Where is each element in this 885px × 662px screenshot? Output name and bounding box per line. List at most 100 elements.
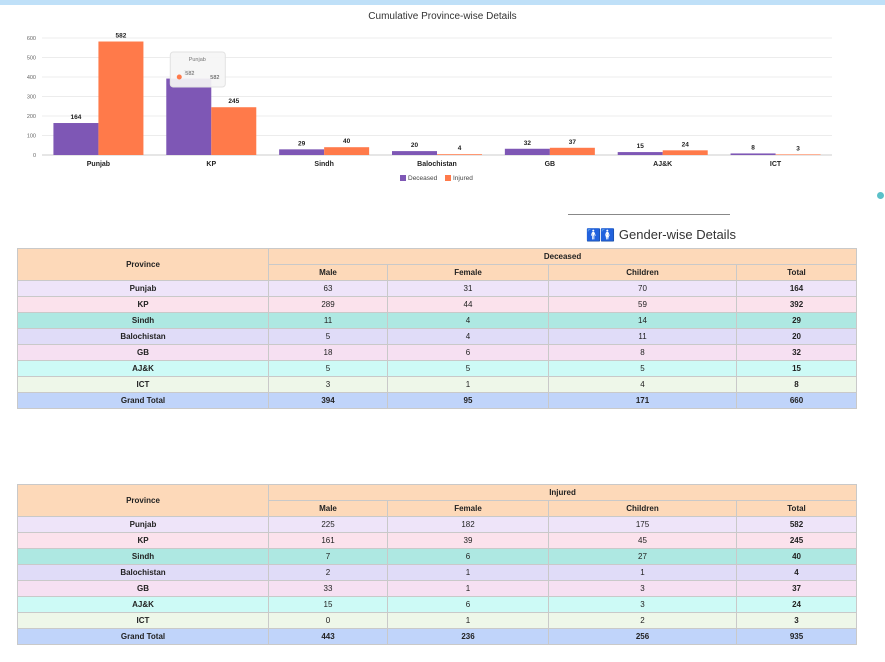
children-cell: 3 (548, 596, 737, 613)
scroll-indicator-dot[interactable] (877, 192, 884, 199)
female-cell: 95 (387, 392, 549, 409)
female-cell: 1 (387, 564, 549, 581)
data-label: 3 (796, 145, 800, 152)
bar-chart: 0100200300400500600164582Punjab392245KP2… (27, 33, 832, 182)
gender-wise-heading: 🚹 🚺 Gender-wise Details (586, 227, 736, 242)
legend-swatch (445, 175, 451, 181)
female-cell: 1 (387, 580, 549, 597)
tooltip-marker (176, 74, 182, 80)
bar-injured (98, 41, 144, 156)
bar-deceased (53, 123, 99, 155)
data-label: 15 (637, 143, 645, 150)
x-tick-label: Punjab (87, 161, 110, 168)
y-tick-label: 0 (33, 153, 36, 159)
table-row: Balochistan 5 4 11 20 (17, 328, 858, 345)
x-tick-label: AJ&K (653, 161, 672, 168)
tooltip-text: 582 (185, 71, 194, 77)
total-cell: 392 (735, 296, 858, 313)
female-cell: 4 (387, 312, 549, 329)
female-cell: 1 (387, 612, 549, 629)
female-cell: 1 (387, 376, 549, 393)
female-header: Female (387, 500, 549, 517)
children-cell: 3 (548, 580, 737, 597)
total-cell: 8 (735, 376, 858, 393)
children-cell: 175 (548, 516, 737, 533)
female-cell: 6 (387, 596, 549, 613)
total-cell: 24 (735, 596, 858, 613)
tooltip-box (169, 51, 226, 88)
bar-deceased (504, 148, 550, 155)
bar-deceased (730, 153, 776, 155)
bar-injured (662, 150, 708, 155)
children-cell: 2 (548, 612, 737, 629)
province-header: Province (17, 248, 269, 281)
province-cell: GB (17, 580, 269, 597)
data-label: 164 (70, 114, 81, 121)
table-row: KP 161 39 45 245 (17, 532, 858, 549)
bar-deceased (166, 78, 212, 155)
table-row: Sindh 11 4 14 29 (17, 312, 858, 329)
province-cell: Punjab (17, 280, 269, 297)
province-cell: Balochistan (17, 328, 269, 345)
province-cell: ICT (17, 376, 269, 393)
male-cell: 5 (268, 328, 388, 345)
total-cell: 4 (735, 564, 858, 581)
province-cell: Balochistan (17, 564, 269, 581)
data-label: 24 (682, 141, 690, 148)
y-tick-label: 600 (27, 36, 36, 42)
male-cell: 161 (268, 532, 388, 549)
female-cell: 44 (387, 296, 549, 313)
children-cell: 171 (548, 392, 737, 409)
data-label: 40 (343, 138, 351, 145)
male-cell: 394 (268, 392, 388, 409)
children-cell: 27 (548, 548, 737, 565)
province-cell: GB (17, 344, 269, 361)
total-cell: 15 (735, 360, 858, 377)
female-cell: 4 (387, 328, 549, 345)
children-cell: 1 (548, 564, 737, 581)
table-row: GB 33 1 3 37 (17, 580, 858, 597)
province-cell: KP (17, 296, 269, 313)
bar-injured (211, 107, 257, 155)
bar-injured (324, 147, 370, 155)
top-accent-bar (0, 0, 885, 5)
province-cell: AJ&K (17, 360, 269, 377)
children-cell: 59 (548, 296, 737, 313)
male-cell: 5 (268, 360, 388, 377)
children-cell: 70 (548, 280, 737, 297)
male-cell: 63 (268, 280, 388, 297)
injured-group-header: Injured (267, 484, 858, 501)
female-cell: 236 (387, 628, 549, 645)
legend-swatch (400, 175, 406, 181)
province-cell: ICT (17, 612, 269, 629)
male-header: Male (268, 500, 388, 517)
bar-deceased (279, 149, 325, 155)
province-cell: AJ&K (17, 596, 269, 613)
female-cell: 6 (387, 344, 549, 361)
male-cell: 18 (268, 344, 388, 361)
male-cell: 225 (268, 516, 388, 533)
province-cell: Sindh (17, 548, 269, 565)
total-cell: 40 (735, 548, 858, 565)
injured-table: Province Injured Male Female Children To… (17, 484, 858, 645)
total-cell: 3 (735, 612, 858, 629)
tooltip-title: Punjab (189, 57, 206, 63)
table-row: Balochistan 2 1 1 4 (17, 564, 858, 581)
data-label: 37 (569, 139, 577, 146)
data-label: 29 (298, 140, 306, 147)
female-cell: 31 (387, 280, 549, 297)
x-tick-label: ICT (770, 161, 782, 168)
children-cell: 5 (548, 360, 737, 377)
table-row: Punjab 225 182 175 582 (17, 516, 858, 533)
table-row: KP 289 44 59 392 (17, 296, 858, 313)
deceased-group-header: Deceased (267, 248, 858, 265)
y-tick-label: 200 (27, 114, 36, 120)
gender-icon: 🚹 🚺 (586, 227, 615, 242)
x-tick-label: KP (206, 161, 216, 168)
table-row: ICT 3 1 4 8 (17, 376, 858, 393)
total-cell: 32 (735, 344, 858, 361)
male-cell: 0 (268, 612, 388, 629)
total-cell: 935 (735, 628, 858, 645)
y-tick-label: 300 (27, 95, 36, 101)
province-cell: Grand Total (17, 392, 269, 409)
